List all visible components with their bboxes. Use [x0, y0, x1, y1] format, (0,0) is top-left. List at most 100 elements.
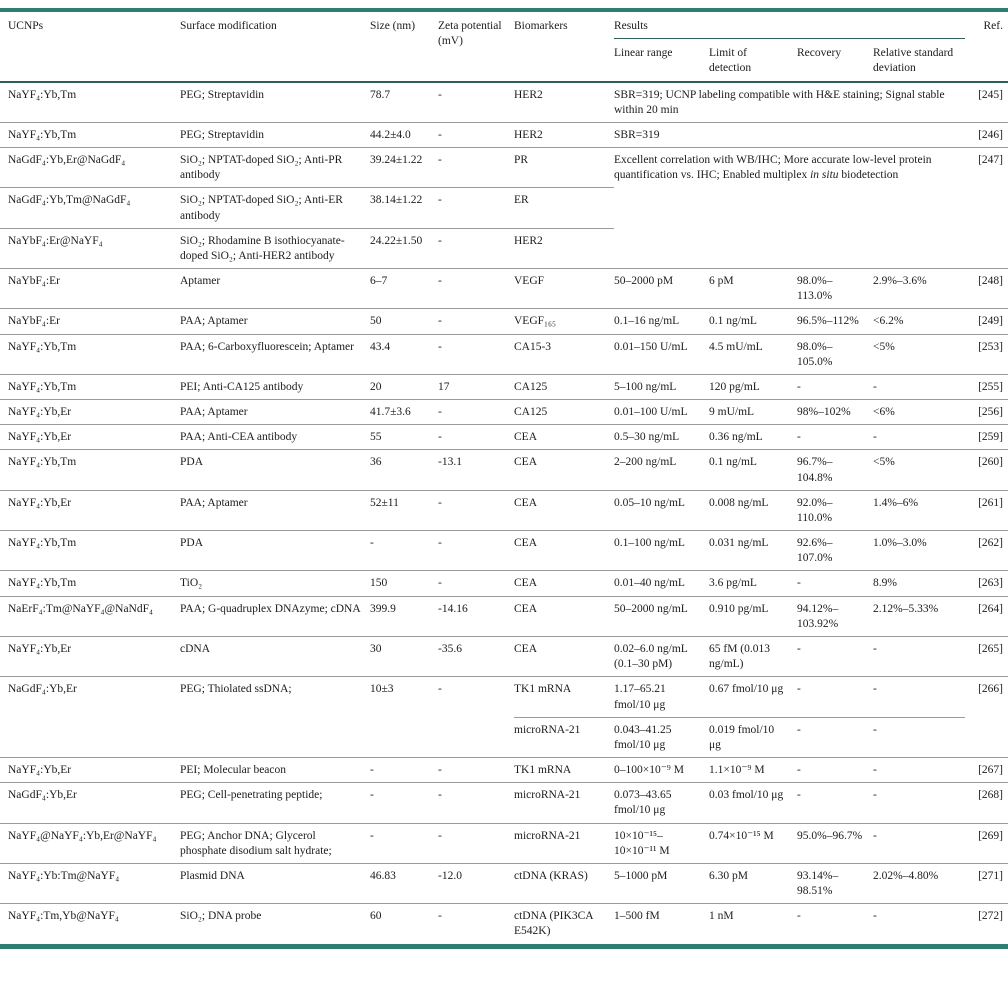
cell-biomarker: CEA [514, 635, 614, 677]
cell-ucnps: NaYF₄:Yb,Er [0, 399, 180, 425]
cell-biomarker: HER2 [514, 227, 614, 269]
cell-linear: 0.01–150 U/mL [614, 333, 709, 375]
cell-size: - [370, 757, 438, 783]
cell-size: 46.83 [370, 862, 438, 904]
text-fragment: Excellent correlation with WB/IHC; More … [614, 154, 932, 182]
cell-size: 60 [370, 903, 438, 947]
table-row: NaYF₄:Yb,Tm PDA 36 -13.1 CEA 2–200 ng/mL 0.1 n… [0, 449, 1008, 491]
cell-lod: 0.1 ng/mL [709, 449, 797, 491]
cell-lod: 0.019 fmol/10 μg [709, 716, 797, 758]
cell-surface: PAA; Anti-CEA antibody [180, 424, 370, 450]
cell-surface: PAA; Aptamer [180, 489, 370, 531]
cell-ucnps: NaYbF₄:Er@NaYF₄ [0, 227, 180, 269]
cell-size: 52±11 [370, 489, 438, 531]
cell-linear: 0–100×10⁻⁹ M [614, 757, 709, 783]
cell-ucnps: NaYbF₄:Er [0, 308, 180, 335]
cell-recovery: - [797, 570, 873, 597]
header-size: Size (nm) [370, 10, 438, 83]
cell-ref: [246] [965, 121, 1008, 148]
cell-ref: [271] [965, 862, 1008, 904]
cell-zeta: -13.1 [438, 449, 514, 491]
cell-rsd: <5% [873, 449, 965, 491]
header-ref: Ref. [965, 10, 1008, 83]
cell-ucnps: NaGdF₄:Yb,Tm@NaGdF₄ [0, 187, 180, 229]
cell-biomarker: HER2 [514, 81, 614, 123]
cell-ucnps: NaYF₄:Yb,Tm [0, 530, 180, 571]
cell-zeta: -35.6 [438, 635, 514, 677]
cell-size: 78.7 [370, 81, 438, 123]
cell-results: SBR=319; UCNP labeling compatible with H… [614, 81, 965, 123]
cell-biomarker: ctDNA (KRAS) [514, 862, 614, 904]
cell-lod: 0.03 fmol/10 μg [709, 782, 797, 824]
header-biomarkers: Biomarkers [514, 10, 614, 83]
cell-lod: 3.6 pg/mL [709, 570, 797, 597]
cell-rsd: - [873, 757, 965, 783]
italic-text: in situ [810, 169, 839, 182]
cell-ref: [259] [965, 424, 1008, 450]
cell-ref: [266] [965, 676, 1008, 758]
cell-rsd: <5% [873, 333, 965, 375]
cell-rsd: <6.2% [873, 308, 965, 335]
cell-ucnps: NaGdF₄:Yb,Er [0, 676, 180, 758]
header-surface-modification: Surface modification [180, 10, 370, 83]
cell-ref: [248] [965, 268, 1008, 309]
cell-size: - [370, 822, 438, 864]
cell-ref: [245] [965, 81, 1008, 123]
cell-biomarker: TK1 mRNA [514, 757, 614, 783]
table-row: microRNA-21 0.043–41.25 fmol/10 μg 0.019 f… [0, 716, 1008, 758]
cell-surface: PEG; Cell-penetrating peptide; [180, 782, 370, 824]
cell-size: 38.14±1.22 [370, 187, 438, 229]
cell-ref: [249] [965, 308, 1008, 335]
cell-biomarker: HER2 [514, 121, 614, 148]
cell-rsd: - [873, 635, 965, 677]
cell-recovery: - [797, 903, 873, 947]
cell-recovery: 98.0%–105.0% [797, 333, 873, 375]
cell-lod: 0.031 ng/mL [709, 530, 797, 571]
cell-ref: [269] [965, 822, 1008, 864]
cell-size: 39.24±1.22 [370, 147, 438, 188]
cell-ref: [268] [965, 782, 1008, 824]
table-row: NaYbF₄:Er Aptamer 6–7- VEGF 50–2000 pM 6 pM 98… [0, 268, 1008, 309]
cell-size: 30 [370, 635, 438, 677]
cell-biomarker: CA15-3 [514, 333, 614, 375]
cell-biomarker: CEA [514, 449, 614, 491]
cell-linear: 0.5–30 ng/mL [614, 424, 709, 450]
table-row: NaYF₄:Yb,Tm TiO₂ 150- CEA 0.01–40 ng/mL 3.6 p… [0, 570, 1008, 597]
cell-zeta: - [438, 903, 514, 947]
header-linear-range: Linear range [614, 38, 709, 83]
cell-recovery: 96.5%–112% [797, 308, 873, 335]
cell-lod: 0.67 fmol/10 μg [709, 676, 797, 718]
table-row: NaYF₄:Yb,Tm PAA; 6-Carboxyfluorescein; Ap… [0, 333, 1008, 375]
cell-zeta: - [438, 147, 514, 188]
cell-zeta: 17 [438, 373, 514, 400]
table-row: NaYF₄:Yb,Er PEI; Molecular beacon - - TK1 mR… [0, 757, 1008, 783]
cell-lod: 0.36 ng/mL [709, 424, 797, 450]
cell-surface: SiO₂; Rhodamine B isothiocyanate-doped S… [180, 227, 370, 269]
cell-ucnps: NaGdF₄:Yb,Er [0, 782, 180, 824]
cell-zeta: - [438, 268, 514, 309]
cell-recovery: - [797, 782, 873, 824]
cell-rsd: - [873, 822, 965, 864]
cell-zeta: - [438, 333, 514, 375]
table-row: NaYF₄:Yb,Er cDNA 30 -35.6 CEA 0.02–6.0 ng/mL … [0, 635, 1008, 677]
cell-ref: [247] [965, 147, 1008, 269]
cell-zeta: - [438, 530, 514, 571]
cell-linear: 2–200 ng/mL [614, 449, 709, 491]
table-row: NaYbF₄:Er PAA; Aptamer 50- VEGF₁₆₅ 0.1–16 ng… [0, 308, 1008, 335]
header-ucnps: UCNPs [0, 10, 180, 83]
text-fragment: biodetection [838, 169, 899, 182]
cell-lod: 6 pM [709, 268, 797, 309]
cell-ucnps: NaYF₄:Yb,Tm [0, 570, 180, 597]
cell-surface: PDA [180, 449, 370, 491]
table-row: NaYF₄:Tm,Yb@NaYF₄ SiO₂; DNA probe 60- ctDNA… [0, 903, 1008, 947]
cell-surface: PAA; Aptamer [180, 399, 370, 425]
cell-ref: [262] [965, 530, 1008, 571]
cell-recovery: - [797, 716, 873, 758]
cell-biomarker: CEA [514, 530, 614, 571]
header-limit-of-detection: Limit of detection [709, 38, 797, 83]
cell-surface: PDA [180, 530, 370, 571]
cell-size: 10±3 [370, 676, 438, 758]
cell-biomarker: CEA [514, 595, 614, 637]
cell-ucnps: NaYF₄@NaYF₄:Yb,Er@NaYF₄ [0, 822, 180, 864]
cell-linear: 0.01–100 U/mL [614, 399, 709, 425]
